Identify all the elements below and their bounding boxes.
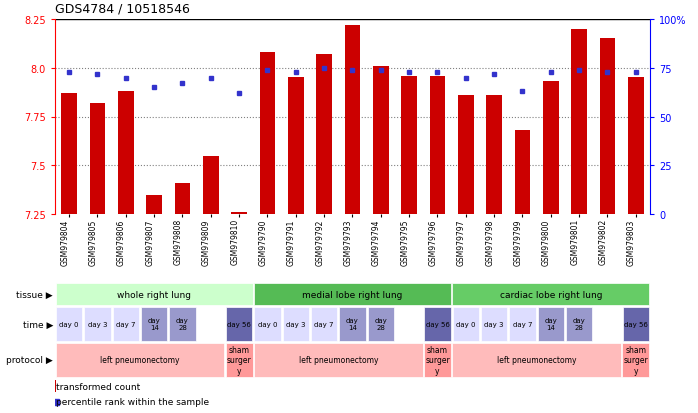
Bar	[147, 195, 162, 214]
Bar	[572, 30, 587, 214]
Bar	[622, 343, 649, 377]
Bar	[566, 308, 592, 341]
Text: day
14: day 14	[346, 318, 359, 331]
Text: cardiac lobe right lung: cardiac lobe right lung	[500, 290, 602, 299]
Text: day 3: day 3	[88, 321, 107, 327]
Bar	[452, 343, 621, 377]
Bar	[424, 343, 451, 377]
Bar	[174, 183, 191, 214]
Text: time ▶: time ▶	[22, 320, 53, 329]
Bar	[254, 343, 423, 377]
Bar	[373, 66, 389, 214]
Text: sham
surger
y: sham surger y	[623, 345, 648, 375]
Bar	[55, 380, 56, 392]
Text: percentile rank within the sample: percentile rank within the sample	[57, 398, 209, 406]
Bar	[56, 308, 82, 341]
Bar	[514, 131, 530, 214]
Bar	[600, 39, 616, 214]
Text: medial lobe right lung: medial lobe right lung	[302, 290, 403, 299]
Text: day 7: day 7	[314, 321, 334, 327]
Bar	[311, 308, 337, 341]
Text: transformed count: transformed count	[57, 382, 140, 391]
Text: day 56: day 56	[228, 321, 251, 327]
Bar	[458, 96, 474, 214]
Bar	[141, 308, 168, 341]
Text: left pneumonectomy: left pneumonectomy	[299, 356, 378, 365]
Bar	[56, 343, 225, 377]
Bar	[231, 213, 247, 214]
Bar	[283, 308, 309, 341]
Bar	[316, 55, 332, 214]
Text: day
28: day 28	[176, 318, 189, 331]
Bar	[510, 308, 535, 341]
Bar	[61, 94, 77, 214]
Bar	[424, 308, 450, 341]
Bar	[203, 156, 218, 214]
Text: day
28: day 28	[374, 318, 387, 331]
Bar	[430, 76, 445, 214]
Text: sham
surger
y: sham surger y	[425, 345, 450, 375]
Text: whole right lung: whole right lung	[117, 290, 191, 299]
Text: sham
surger
y: sham surger y	[227, 345, 251, 375]
Bar	[56, 283, 253, 305]
Bar	[84, 308, 110, 341]
Bar	[255, 308, 281, 341]
Text: left pneumonectomy: left pneumonectomy	[497, 356, 577, 365]
Text: day 56: day 56	[426, 321, 450, 327]
Text: day 7: day 7	[513, 321, 533, 327]
Bar	[481, 308, 507, 341]
Bar	[345, 26, 360, 214]
Bar	[113, 308, 139, 341]
Bar	[537, 308, 564, 341]
Bar	[339, 308, 366, 341]
Text: day
28: day 28	[573, 318, 586, 331]
Bar	[288, 78, 304, 214]
Bar	[260, 53, 275, 214]
Text: protocol ▶: protocol ▶	[6, 356, 53, 365]
Text: day
14: day 14	[544, 318, 557, 331]
Bar	[487, 96, 502, 214]
Text: day 0: day 0	[456, 321, 475, 327]
Bar	[401, 76, 417, 214]
Bar	[170, 308, 195, 341]
Text: day
14: day 14	[148, 318, 161, 331]
Text: day 3: day 3	[286, 321, 306, 327]
Text: day 0: day 0	[258, 321, 277, 327]
Bar	[225, 343, 253, 377]
Bar	[118, 92, 133, 214]
Bar	[543, 82, 558, 214]
Text: GDS4784 / 10518546: GDS4784 / 10518546	[55, 3, 190, 16]
Bar	[254, 283, 451, 305]
Bar	[368, 308, 394, 341]
Text: day 56: day 56	[624, 321, 648, 327]
Text: day 7: day 7	[116, 321, 135, 327]
Bar	[628, 78, 644, 214]
Bar	[226, 308, 252, 341]
Bar	[90, 104, 105, 214]
Text: day 0: day 0	[59, 321, 79, 327]
Bar	[452, 283, 649, 305]
Text: day 3: day 3	[484, 321, 504, 327]
Bar	[453, 308, 479, 341]
Text: tissue ▶: tissue ▶	[16, 290, 53, 299]
Text: left pneumonectomy: left pneumonectomy	[101, 356, 180, 365]
Bar	[623, 308, 649, 341]
